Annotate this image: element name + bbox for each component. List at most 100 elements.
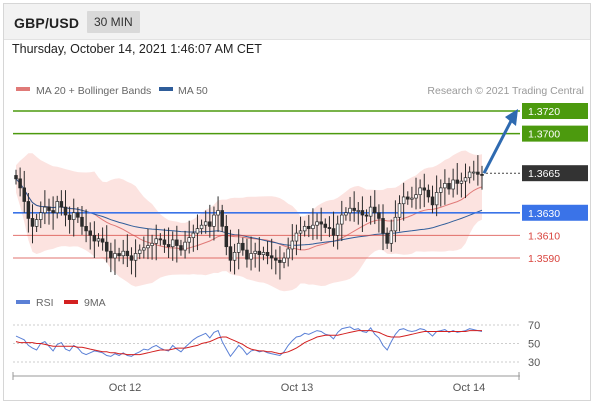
- candle-body: [327, 227, 332, 229]
- candle-body: [278, 259, 282, 263]
- candle-body: [459, 180, 464, 184]
- level-1-3665-label: 1.3665: [528, 168, 560, 180]
- candle-body: [195, 228, 200, 234]
- candle-body: [319, 221, 323, 225]
- candle-body: [397, 203, 402, 218]
- candle-body: [311, 224, 315, 229]
- candle-body: [360, 210, 365, 216]
- target-arrow: [482, 109, 518, 174]
- rsi-line: [15, 326, 483, 358]
- x-axis: Oct 12 Oct 13 Oct 14: [12, 372, 520, 394]
- candle-body: [26, 201, 31, 219]
- timeframe-badge[interactable]: 30 MIN: [87, 11, 140, 33]
- candle-body: [88, 230, 92, 236]
- candle-body: [22, 187, 26, 202]
- candle-body: [43, 206, 47, 214]
- candle-body: [298, 230, 303, 234]
- candle-body: [290, 240, 295, 250]
- candle-body: [352, 207, 356, 211]
- candle-body: [109, 250, 113, 259]
- candle-body: [212, 214, 216, 227]
- candle-body: [401, 196, 406, 205]
- candle-body: [133, 253, 138, 261]
- candle-body: [447, 183, 451, 190]
- instrument-title: GBP/USD: [14, 15, 80, 31]
- candle-body: [76, 212, 80, 218]
- candle-body: [179, 245, 183, 251]
- candle-body: [117, 253, 121, 257]
- level-1-3610-label: 1.3610: [528, 230, 560, 242]
- candle-body: [34, 219, 39, 227]
- candle-body: [373, 206, 377, 214]
- rsi-legend-swatch: [16, 300, 30, 304]
- candle-body: [426, 189, 431, 198]
- candle-body: [170, 239, 175, 248]
- candle-body: [286, 248, 290, 259]
- candle-body: [14, 175, 18, 180]
- candle-body: [476, 171, 480, 175]
- price-levels: 1.3720 1.3700 1.3665 1.3630 1.3610 1.3590: [13, 103, 588, 265]
- candle-body: [158, 238, 163, 241]
- candle-body: [150, 242, 154, 246]
- candle-body: [47, 206, 51, 211]
- candle-body: [410, 197, 414, 200]
- moving-averages: [15, 178, 483, 251]
- chart-header: GBP/USD 30 MIN: [4, 4, 590, 40]
- candle-body: [154, 238, 158, 244]
- level-1-3700-label: 1.3700: [528, 129, 560, 141]
- candle-body: [30, 218, 35, 227]
- candle-body: [228, 246, 233, 261]
- ma50-legend-label: MA 50: [178, 85, 208, 97]
- level-1-3665-box: [522, 165, 588, 182]
- candle-body: [121, 250, 125, 257]
- candle-body: [216, 210, 220, 216]
- candle-body: [71, 212, 76, 220]
- candle-body: [253, 250, 257, 254]
- candles: [14, 155, 484, 280]
- candle-body: [377, 212, 381, 219]
- ma20-legend-label: MA 20 + Bollinger Bands: [36, 85, 151, 97]
- candle-body: [430, 196, 435, 206]
- candle-body: [113, 253, 117, 259]
- level-1-3700-box: [522, 125, 588, 142]
- candle-body: [191, 232, 196, 238]
- candle-body: [307, 225, 311, 229]
- candle-body: [175, 239, 179, 246]
- target-arrow-shaft: [482, 120, 513, 174]
- rsi-legend-label: RSI: [36, 297, 54, 309]
- candle-body: [84, 225, 88, 232]
- candle-body: [434, 192, 439, 206]
- candle-body: [331, 228, 336, 236]
- candle-body: [294, 232, 299, 242]
- level-1-3590-label: 1.3590: [528, 253, 560, 265]
- candle-body: [232, 251, 237, 261]
- candle-body: [368, 206, 373, 217]
- candle-body: [80, 216, 84, 227]
- candle-body: [104, 241, 109, 252]
- ma9-legend-label: 9MA: [84, 297, 106, 309]
- x-tick-label: Oct 12: [109, 382, 141, 394]
- timestamp: Thursday, October 14, 2021 1:46:07 AM CE…: [12, 42, 262, 56]
- candle-body: [463, 177, 468, 182]
- candle-body: [100, 238, 105, 243]
- candle-body: [146, 245, 150, 249]
- ma50-line: [15, 178, 483, 246]
- candle-body: [224, 225, 229, 248]
- candle-body: [142, 247, 146, 251]
- candle-body: [125, 250, 130, 257]
- candle-body: [389, 230, 394, 244]
- candle-body: [261, 251, 266, 255]
- candle-body: [439, 187, 443, 193]
- candle-body: [344, 212, 348, 216]
- rsi-level-70-label: 70: [528, 320, 540, 332]
- candle-body: [236, 242, 241, 253]
- candle-body: [414, 194, 418, 199]
- candle-body: [302, 225, 307, 232]
- candle-body: [406, 196, 410, 200]
- candle-body: [59, 201, 64, 208]
- candle-body: [187, 237, 191, 243]
- candle-body: [443, 183, 447, 189]
- candle-body: [51, 210, 55, 214]
- candle-body: [385, 232, 389, 244]
